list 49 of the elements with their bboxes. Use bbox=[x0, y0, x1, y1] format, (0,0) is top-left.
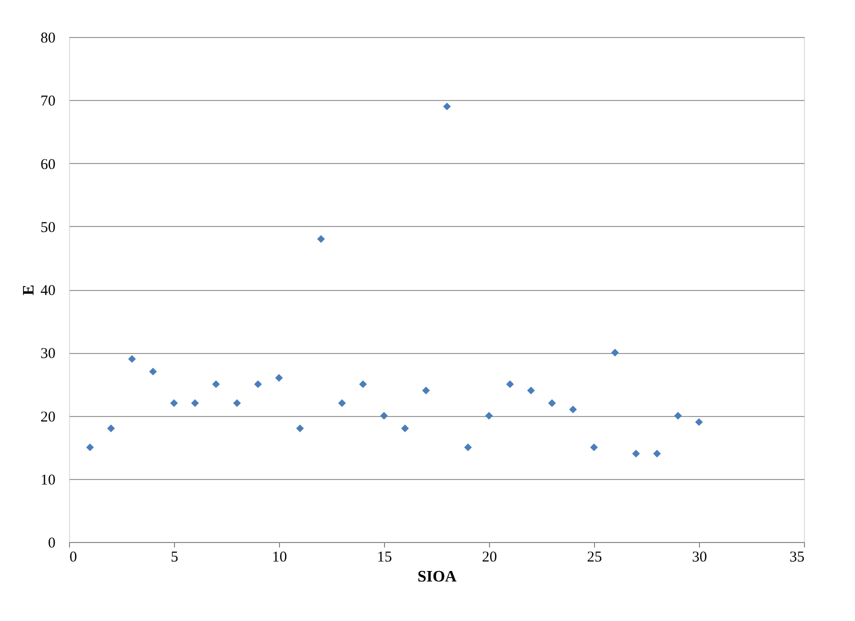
point bbox=[254, 380, 262, 388]
point bbox=[338, 399, 346, 407]
y-tick-label: 70 bbox=[40, 94, 56, 110]
x-tick-label: 0 bbox=[70, 550, 77, 566]
point bbox=[485, 412, 493, 420]
x-tick-label: 35 bbox=[790, 550, 804, 566]
point bbox=[401, 424, 409, 432]
x-tick-label: 30 bbox=[692, 550, 707, 566]
x-axis-title: SIOA bbox=[417, 568, 458, 586]
point bbox=[569, 406, 577, 414]
point bbox=[695, 418, 703, 426]
point bbox=[233, 399, 241, 407]
point bbox=[506, 380, 514, 388]
point bbox=[380, 412, 388, 420]
point bbox=[317, 235, 325, 243]
x-tick-label: 5 bbox=[170, 550, 178, 566]
point bbox=[590, 443, 598, 452]
y-tick-label: 10 bbox=[40, 472, 56, 488]
point bbox=[359, 380, 367, 388]
point bbox=[548, 399, 556, 407]
y-tick-label: 30 bbox=[40, 346, 56, 362]
x-tick-label: 25 bbox=[587, 550, 602, 566]
y-tick-label: 60 bbox=[40, 156, 56, 173]
point bbox=[170, 399, 178, 407]
point bbox=[107, 424, 115, 432]
point bbox=[149, 368, 157, 376]
y-tick-label: 50 bbox=[40, 220, 56, 236]
point bbox=[86, 443, 94, 452]
point bbox=[527, 386, 535, 394]
point bbox=[653, 450, 661, 458]
point bbox=[422, 386, 430, 394]
y-tick-label: 20 bbox=[40, 409, 56, 426]
x-tick-label: 10 bbox=[272, 550, 287, 566]
point bbox=[632, 450, 640, 458]
point bbox=[191, 399, 199, 407]
y-axis-title: E bbox=[20, 284, 38, 296]
y-tick-label: 0 bbox=[48, 536, 56, 552]
point bbox=[611, 348, 619, 356]
point bbox=[674, 412, 682, 420]
y-tick-label: 40 bbox=[40, 283, 56, 299]
point bbox=[275, 374, 283, 382]
y-tick-label: 80 bbox=[40, 30, 56, 46]
x-tick-label: 20 bbox=[482, 550, 497, 566]
point bbox=[464, 443, 472, 452]
x-tick-label: 15 bbox=[377, 550, 392, 566]
point bbox=[296, 424, 304, 432]
point bbox=[212, 380, 220, 388]
point bbox=[443, 102, 451, 110]
point bbox=[128, 355, 136, 363]
